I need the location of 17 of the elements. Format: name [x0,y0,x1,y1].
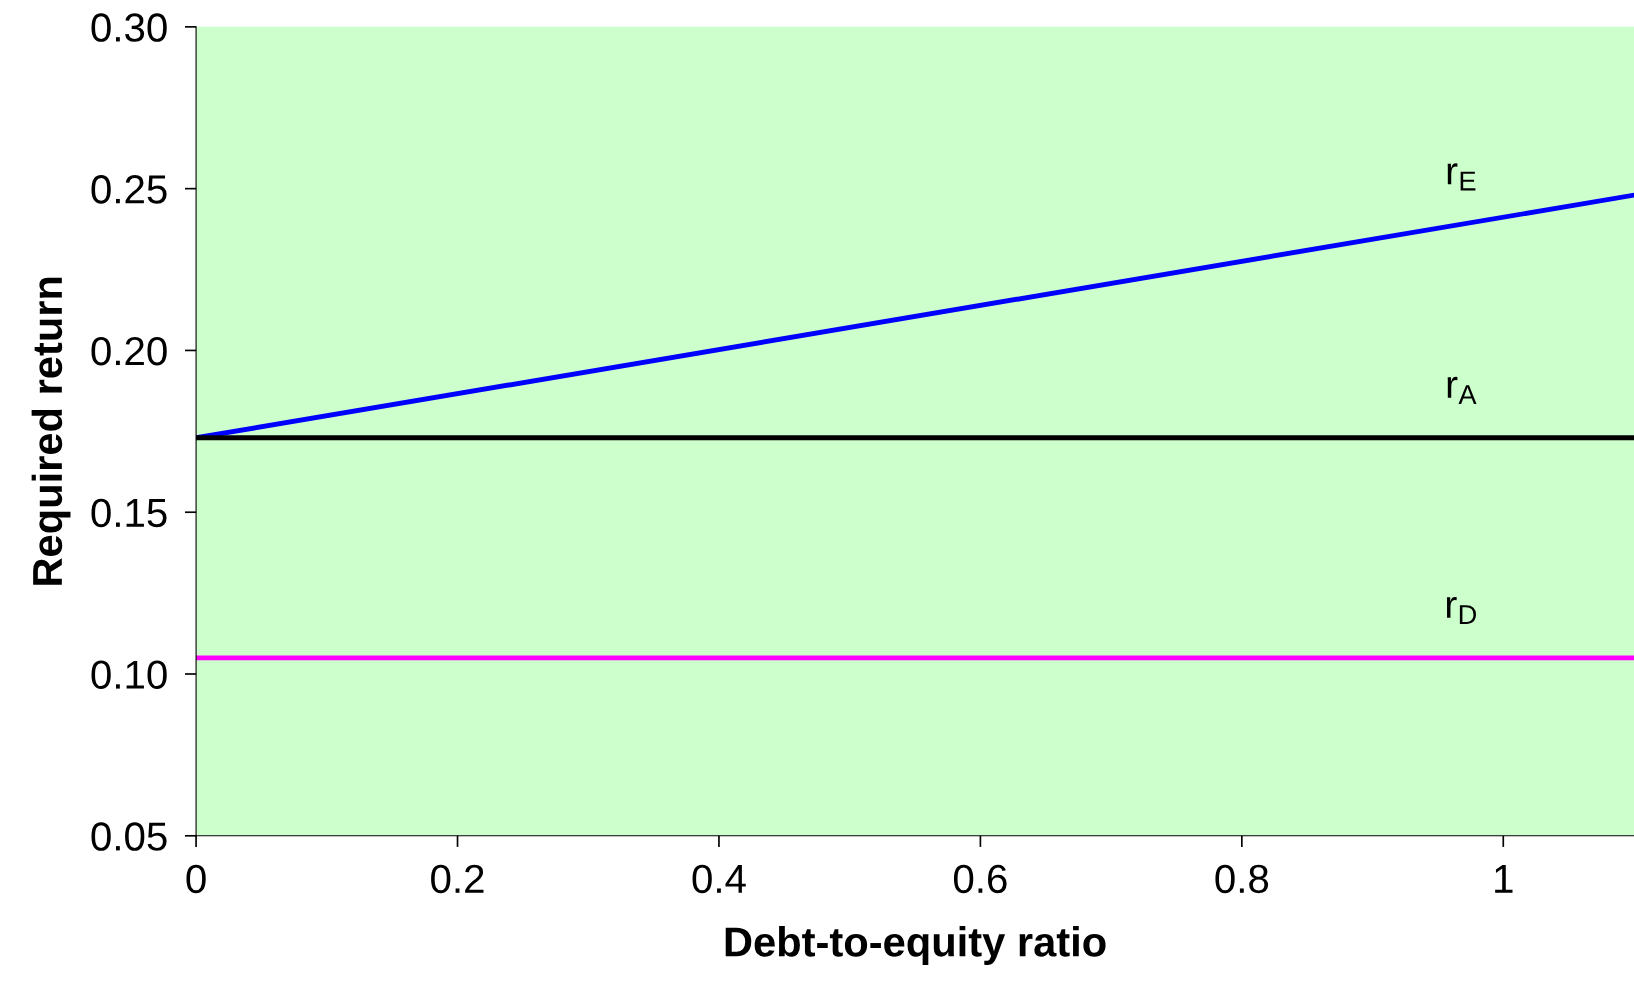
x-tick-label: 0.6 [953,864,1007,894]
x-tick-label: 0.2 [431,864,484,894]
y-tick-label: 0.05 [91,822,167,851]
x-tick-label: 0.4 [692,864,746,894]
y-tick-label: 0.25 [91,175,167,204]
series-label: r$_{D}$ [1446,596,1477,624]
series-label: r$_{E}$ [1447,163,1476,191]
y-tick-label: 0.10 [91,660,167,689]
x-tick-label: 0.8 [1215,864,1269,894]
x-tick-label: 0 [186,864,206,894]
y-tick-label: 0.20 [91,336,167,366]
y-axis-title: Required return [31,277,71,585]
x-axis-title: Debt-to-equity ratio [725,926,1106,965]
series-label: r$_{A}$ [1447,376,1477,404]
x-tick-label: 1 [1495,865,1513,893]
y-tick-label: 0.15 [91,498,167,528]
y-tick-label: 0.30 [91,13,167,42]
